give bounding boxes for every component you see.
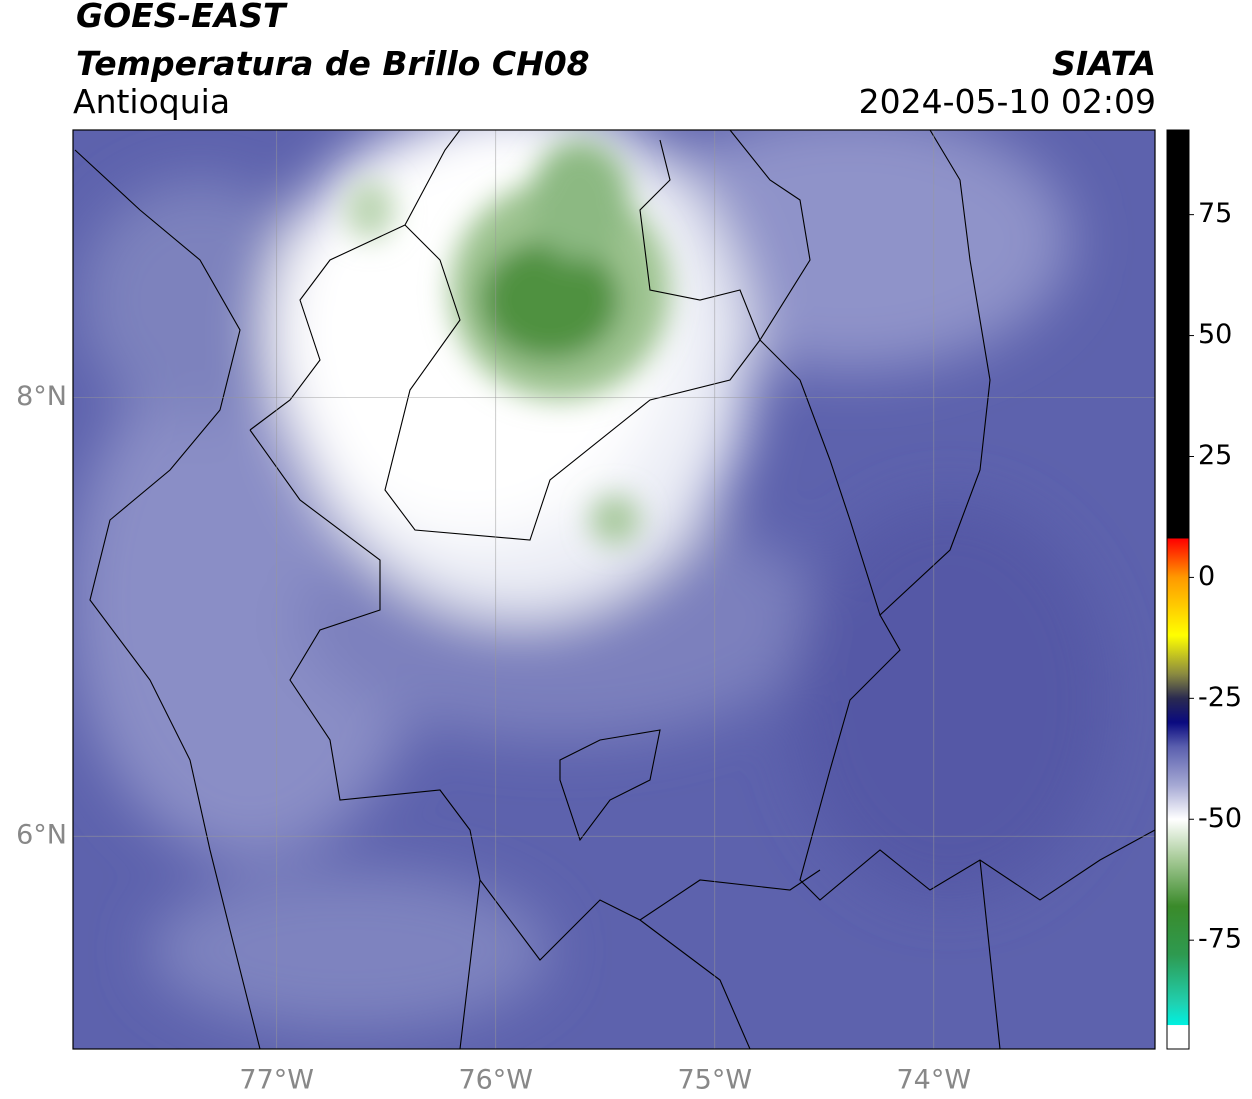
colorbar [1167, 130, 1189, 1049]
colorbar-tick-label: -25 [1198, 682, 1242, 713]
x-tick-label: 74°W [897, 1065, 972, 1096]
colorbar-tick-label: -50 [1198, 803, 1242, 834]
colorbar-frame [1166, 129, 1190, 1050]
map-frame [72, 129, 1156, 1050]
x-tick-label: 75°W [677, 1065, 752, 1096]
colorbar-tick-label: 25 [1198, 440, 1232, 471]
colorbar-tick-label: 50 [1198, 319, 1232, 350]
title: GOES-EAST [76, 0, 286, 35]
colorbar-tick-label: 0 [1198, 561, 1215, 592]
region: Antioquia [73, 82, 231, 121]
y-tick-label: 6°N [16, 820, 67, 851]
x-tick-label: 76°W [458, 1065, 533, 1096]
y-tick-label: 8°N [16, 381, 67, 412]
subtitle: Temperatura de Brillo CH08 [76, 44, 590, 83]
colorbar-tick-label: 75 [1198, 198, 1232, 229]
datetime: 2024-05-10 02:09 [858, 82, 1156, 121]
x-tick-label: 77°W [239, 1065, 314, 1096]
colorbar-tick-label: -75 [1198, 924, 1242, 955]
source: SIATA [1052, 44, 1156, 83]
map-field [73, 130, 1155, 1049]
